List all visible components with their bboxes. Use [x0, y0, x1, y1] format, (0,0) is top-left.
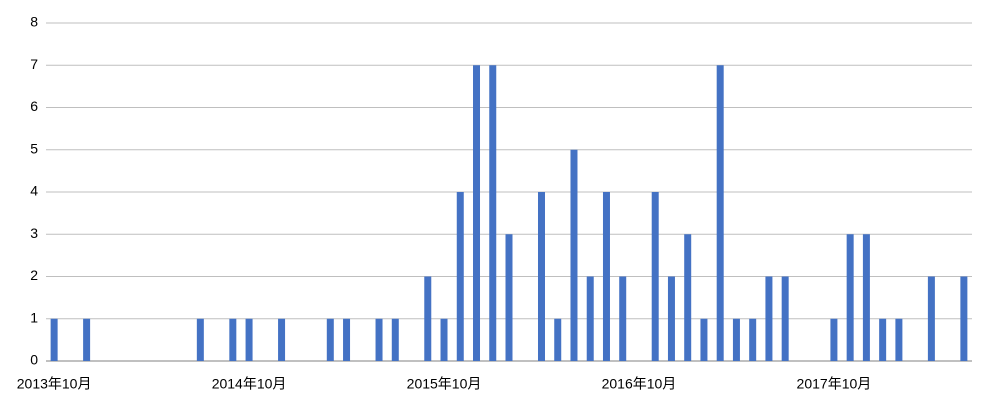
y-tick-label: 6 — [30, 98, 38, 114]
x-tick-label: 2014年10月 — [212, 376, 287, 392]
bar — [862, 234, 870, 361]
bar — [391, 318, 399, 361]
bar — [196, 318, 204, 361]
bar — [440, 318, 448, 361]
bar — [326, 318, 334, 361]
bar — [879, 318, 887, 361]
bar — [489, 65, 497, 361]
bar — [505, 234, 513, 361]
bar — [667, 276, 675, 361]
x-tick-label: 2017年10月 — [797, 376, 872, 392]
bar — [424, 276, 432, 361]
bar — [343, 318, 351, 361]
x-tick-label: 2013年10月 — [17, 376, 92, 392]
bar — [927, 276, 935, 361]
bar — [245, 318, 253, 361]
bar — [651, 192, 659, 361]
y-tick-label: 1 — [30, 309, 38, 325]
bar — [830, 318, 838, 361]
x-tick-label: 2016年10月 — [602, 376, 677, 392]
bar — [83, 318, 91, 361]
y-tick-label: 8 — [30, 14, 38, 30]
bar — [586, 276, 594, 361]
bar — [765, 276, 773, 361]
bar — [278, 318, 286, 361]
y-tick-label: 5 — [30, 140, 38, 156]
y-tick-label: 4 — [30, 183, 38, 199]
bar — [570, 149, 578, 361]
bar — [749, 318, 757, 361]
y-tick-label: 7 — [30, 56, 38, 72]
bar — [895, 318, 903, 361]
bar — [684, 234, 692, 361]
y-tick-label: 2 — [30, 267, 38, 283]
bar — [732, 318, 740, 361]
bar — [375, 318, 383, 361]
bar — [554, 318, 562, 361]
bar — [473, 65, 481, 361]
bar — [960, 276, 968, 361]
bar — [229, 318, 237, 361]
bar — [602, 192, 610, 361]
bar — [781, 276, 789, 361]
bar — [50, 318, 58, 361]
x-tick-label: 2015年10月 — [407, 376, 482, 392]
bar — [846, 234, 854, 361]
y-tick-label: 3 — [30, 225, 38, 241]
bar — [700, 318, 708, 361]
bar — [456, 192, 464, 361]
bar — [716, 65, 724, 361]
bar — [619, 276, 627, 361]
bar — [537, 192, 545, 361]
y-tick-label: 0 — [30, 352, 38, 368]
